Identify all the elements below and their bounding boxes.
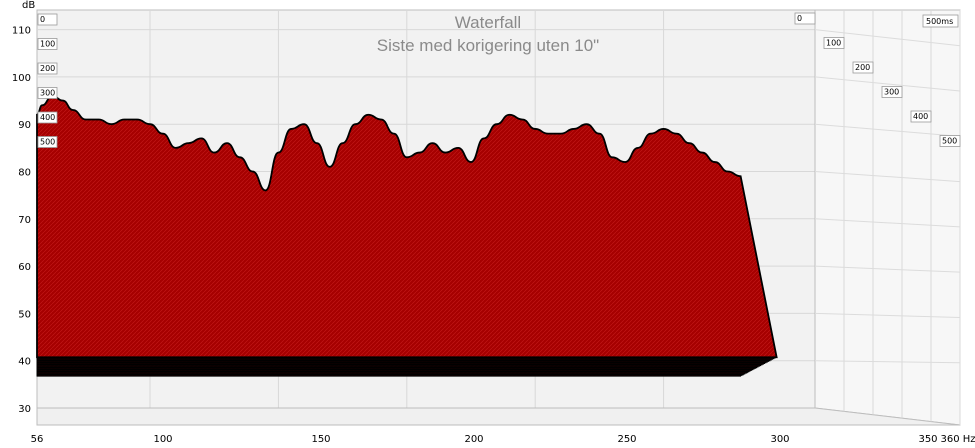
y-tick-label: 110 bbox=[12, 26, 31, 37]
time-box bbox=[794, 12, 816, 25]
y-tick-label: 70 bbox=[18, 215, 31, 226]
side-grid-line bbox=[814, 312, 961, 318]
y-tick-label: 30 bbox=[18, 404, 31, 415]
time-box bbox=[823, 37, 845, 49]
time-box bbox=[881, 86, 903, 98]
time-box bbox=[37, 87, 58, 99]
time-box bbox=[37, 13, 58, 26]
y-tick-label: 100 bbox=[12, 73, 31, 84]
side-grid-line bbox=[814, 29, 961, 47]
waterfall-slice bbox=[36, 94, 778, 359]
time-box bbox=[910, 110, 932, 123]
x-tick-label: 150 bbox=[311, 434, 330, 445]
time-label: 200 bbox=[40, 64, 55, 73]
time-label: 0 bbox=[40, 15, 45, 24]
time-label: 100 bbox=[826, 39, 841, 48]
time-unit-box bbox=[922, 14, 959, 28]
side-grid-line bbox=[814, 360, 961, 364]
floor-plane bbox=[36, 407, 961, 426]
time-label: 300 bbox=[40, 89, 55, 98]
time-labels-right: 0 100 200 300 400 500 bbox=[794, 12, 961, 147]
y-unit-label: dB bbox=[22, 0, 35, 11]
side-grid-line bbox=[814, 171, 961, 183]
time-label: 500 bbox=[942, 137, 957, 146]
x-tick-label: 350 bbox=[918, 434, 937, 445]
x-axis-ticks: 56 100 150 200 250 300 350 360 Hz bbox=[31, 434, 975, 445]
x-tick-label: 360 Hz bbox=[940, 434, 975, 445]
time-box bbox=[37, 136, 58, 148]
time-labels-left: 0 100 200 300 400 500 bbox=[37, 13, 58, 148]
time-label: 400 bbox=[913, 112, 928, 121]
time-box bbox=[37, 111, 58, 124]
side-grid-line bbox=[814, 265, 961, 273]
time-label: 100 bbox=[40, 40, 55, 49]
y-tick-label: 40 bbox=[18, 357, 31, 368]
x-tick-label: 250 bbox=[617, 434, 636, 445]
time-label: 200 bbox=[855, 63, 870, 72]
x-tick-label: 56 bbox=[31, 434, 44, 445]
time-label: 500 bbox=[40, 138, 55, 147]
time-box bbox=[852, 61, 874, 74]
time-unit-label: 500ms bbox=[926, 17, 953, 26]
time-label: 0 bbox=[797, 14, 802, 23]
side-grid-line bbox=[814, 218, 961, 228]
y-tick-label: 90 bbox=[18, 120, 31, 131]
side-grid-line bbox=[814, 123, 961, 137]
y-axis-ticks: 110 100 90 80 70 60 50 40 30 bbox=[12, 26, 31, 415]
time-label: 400 bbox=[40, 113, 55, 122]
chart-title: Waterfall bbox=[455, 13, 521, 32]
time-box bbox=[37, 62, 58, 75]
y-tick-label: 80 bbox=[18, 168, 31, 179]
y-tick-label: 60 bbox=[18, 262, 31, 273]
time-label: 300 bbox=[884, 88, 899, 97]
time-box bbox=[939, 135, 961, 147]
x-tick-label: 100 bbox=[153, 434, 172, 445]
waterfall-slices bbox=[36, 94, 778, 377]
x-tick-label: 200 bbox=[464, 434, 483, 445]
side-wall-grid bbox=[814, 10, 961, 425]
x-tick-label: 300 bbox=[770, 434, 789, 445]
chart-subtitle: Siste med korigering uten 10" bbox=[377, 36, 599, 55]
y-tick-label: 50 bbox=[18, 309, 31, 320]
side-grid-line bbox=[814, 76, 961, 92]
time-box bbox=[37, 38, 58, 50]
